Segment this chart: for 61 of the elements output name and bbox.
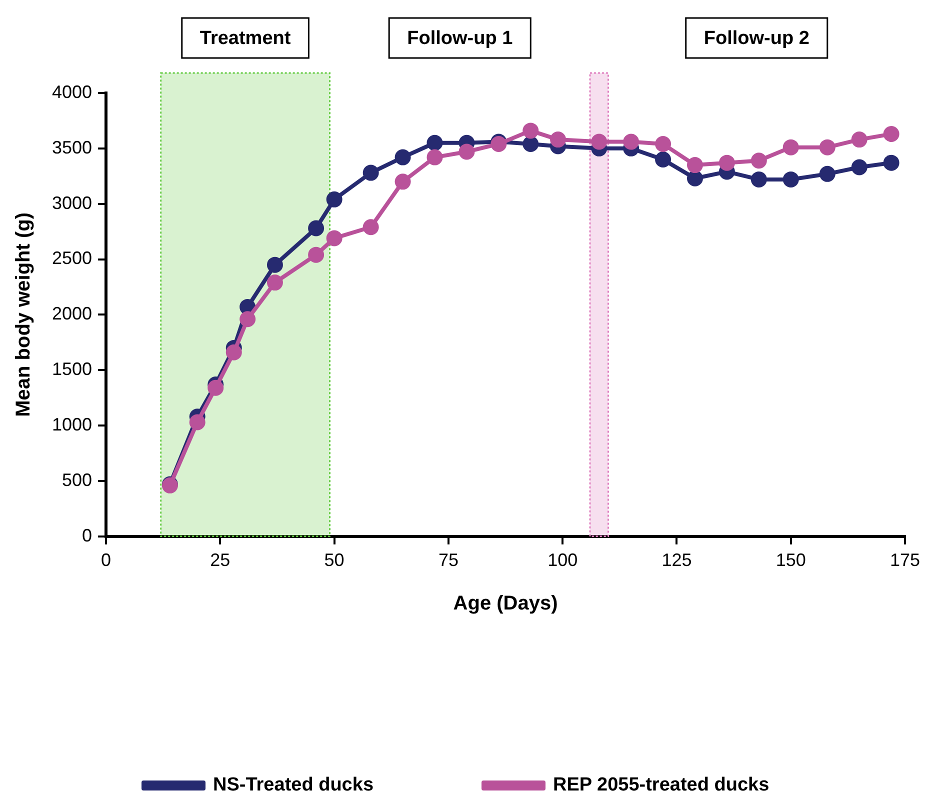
point [240,311,256,328]
point [308,220,324,236]
point [326,230,342,246]
y-tick-label: 2500 [52,248,92,268]
point [426,134,443,151]
point [394,174,411,190]
y-tick-label: 500 [62,470,92,490]
point [550,132,566,148]
point [522,122,539,139]
point [226,344,242,360]
point [308,246,324,263]
point [819,166,836,182]
y-tick-label: 4000 [52,82,92,102]
y-tick-label: 3000 [52,192,92,213]
point [362,164,379,181]
point [819,139,836,156]
point [883,126,900,142]
y-tick-label: 1000 [52,414,92,435]
point [883,154,900,171]
x-tick-label: 25 [210,550,230,570]
point [655,136,672,152]
point [623,134,640,150]
x-tick-label: 100 [548,550,578,570]
point [208,380,224,396]
point [782,139,799,156]
band-label: Treatment [200,28,292,50]
point [851,132,868,148]
point [394,149,411,166]
point [591,134,608,150]
y-tick-label: 2000 [52,304,92,324]
x-tick-label: 75 [438,550,458,570]
point [426,149,443,166]
point [718,154,735,171]
point [750,171,767,188]
point [782,171,799,188]
point [266,274,283,291]
point [750,152,767,169]
y-tick-label: 1500 [52,359,92,380]
point [686,170,703,186]
x-tick-label: 150 [776,550,806,570]
x-tick-label: 50 [324,550,344,570]
text: Follow-up 2 [704,28,810,50]
point [851,159,868,176]
x-axis-title: Age (Days) [453,592,558,615]
point [655,152,672,168]
point [362,219,379,236]
point [326,191,342,208]
point [686,157,703,174]
y-axis-title: Mean body weight (g) [12,212,35,417]
y-tick-label: 0 [82,525,92,546]
point [266,256,283,273]
legend-label: NS-Treated ducks [213,774,374,796]
x-tick-label: 0 [101,550,112,570]
legend-label: REP 2055-treated ducks [553,774,770,796]
x-tick-label: 175 [890,550,920,570]
point [458,144,475,160]
point [189,414,206,430]
y-tick-label: 3500 [52,137,92,158]
text: Follow-up 1 [407,28,514,50]
point [522,136,539,152]
x-tick-label: 125 [662,550,692,570]
